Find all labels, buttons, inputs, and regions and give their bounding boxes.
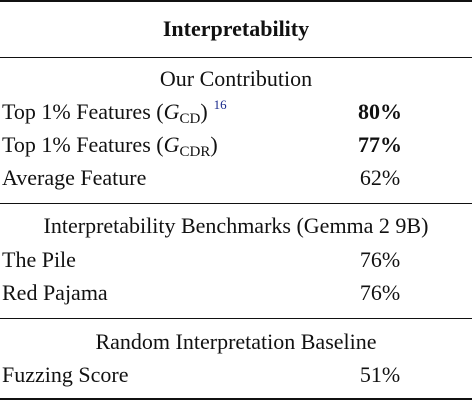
- row-value-average-feature: 62%: [359, 165, 401, 190]
- row-label-top1-gcd: Top 1% Features (GCD) 16: [2, 97, 227, 129]
- section-rule-2: [0, 318, 472, 319]
- row-value-red-pajama: 76%: [359, 280, 401, 305]
- footnote-marker[interactable]: 16: [213, 97, 227, 112]
- row-label-average-feature: Average Feature: [2, 165, 147, 190]
- row-label-prefix: Top 1% Features (: [2, 132, 164, 157]
- section-title-our-contribution: Our Contribution: [159, 66, 313, 91]
- row-label-top1-gcdr: Top 1% Features (GCDR): [2, 131, 218, 162]
- table-header: Interpretability: [162, 16, 310, 41]
- row-value-fuzzing-score: 51%: [359, 362, 401, 387]
- bottom-rule: [0, 398, 472, 400]
- row-label-red-pajama: Red Pajama: [2, 280, 108, 305]
- top-rule: [0, 0, 472, 2]
- row-value-top1-gcd: 80%: [358, 99, 402, 124]
- math-subscript: CD: [179, 111, 201, 127]
- math-subscript: CDR: [179, 144, 211, 160]
- section-rule-1: [0, 203, 472, 204]
- section-title-benchmarks: Interpretability Benchmarks (Gemma 2 9B): [43, 213, 429, 238]
- row-value-top1-gcdr: 77%: [358, 132, 402, 157]
- math-variable: G: [163, 99, 180, 124]
- row-label-fuzzing-score: Fuzzing Score: [2, 362, 129, 387]
- math-variable: G: [163, 132, 180, 157]
- row-label-the-pile: The Pile: [2, 247, 76, 272]
- section-title-random-baseline: Random Interpretation Baseline: [95, 329, 377, 354]
- row-label-suffix: ): [210, 132, 218, 157]
- row-label-suffix: ): [200, 99, 208, 124]
- row-value-the-pile: 76%: [359, 247, 401, 272]
- row-label-prefix: Top 1% Features (: [2, 99, 164, 124]
- header-rule: [0, 57, 472, 58]
